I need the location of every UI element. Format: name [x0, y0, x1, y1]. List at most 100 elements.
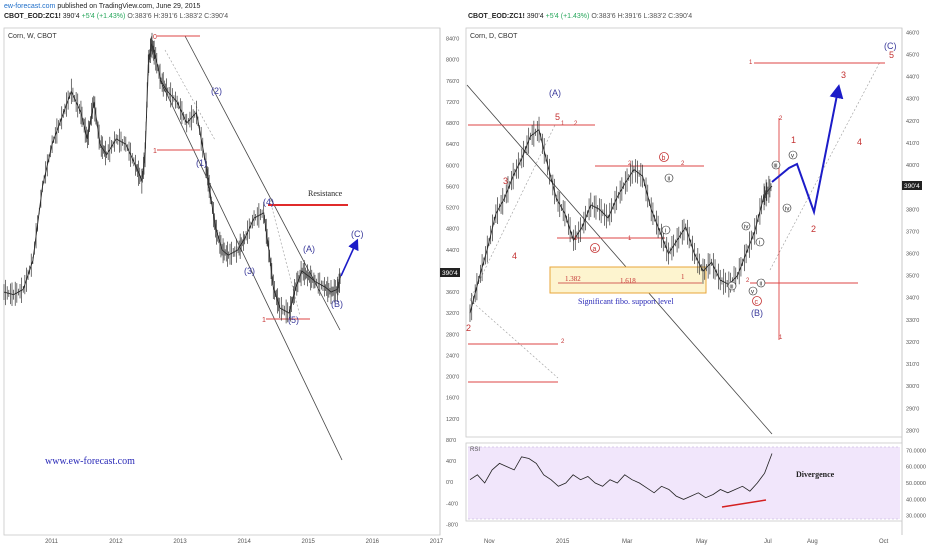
- wave-5-label: (5): [288, 315, 299, 325]
- forecast-1-label: 1: [791, 135, 796, 145]
- weekly-y-tick: 520'0: [446, 206, 459, 212]
- daily-y-tick: 380'0: [906, 207, 919, 213]
- publish-line: ew-forecast.com published on TradingView…: [4, 2, 200, 11]
- daily-y-tick: 370'0: [906, 229, 919, 235]
- quote-line-right: CBOT_EOD:ZC1! 390'4 +5'4 (+1.43%) O:383'…: [468, 12, 692, 21]
- wave-A-label: (A): [303, 244, 315, 254]
- wave-1-label: (1): [196, 158, 207, 168]
- wave-B-label: (B): [331, 299, 343, 309]
- daily-x-tick: Jul: [764, 539, 772, 545]
- last-price-daily: 390'4: [526, 13, 544, 20]
- channel-lower-line: [159, 79, 343, 461]
- minor-ii-label: ii: [668, 177, 671, 183]
- fibo-1-label: 1: [681, 273, 685, 281]
- brand-link[interactable]: ew-forecast.com: [4, 3, 56, 10]
- daily-forecast-path: [771, 84, 844, 216]
- daily-fib-b-0: 2: [628, 161, 632, 167]
- daily-wave-5-label: 5: [555, 112, 560, 122]
- weekly-price-bars: [3, 32, 341, 324]
- wave-a-circle: [590, 243, 600, 253]
- weekly-y-tick: 600'0: [446, 163, 459, 169]
- daily-fib-label-1: 1: [561, 121, 565, 127]
- rsi-y-tick: 60.0000: [906, 465, 926, 471]
- forecast-2-label: 2: [811, 224, 816, 234]
- weekly-x-tick: 2015: [302, 539, 316, 545]
- fibo-support-note: Significant fibo. support level: [578, 297, 674, 306]
- weekly-y-tick: 0'0: [446, 480, 453, 486]
- minor-v-label-2: v: [791, 154, 794, 160]
- weekly-chart-panel: 840'0 800'0 760'0 720'0 680'0 640'0 600'0 560'0…: [3, 27, 460, 545]
- daily-fib-a-1: 1: [574, 236, 578, 242]
- daily-wave-A-label: (A): [549, 88, 561, 98]
- change-label: +5'4 (+1.43%): [81, 13, 126, 20]
- forecast-5-label: 5: [889, 50, 894, 60]
- rsi-y-tick: 50.0000: [906, 481, 926, 487]
- minor-ii-label-2: ii: [760, 282, 763, 288]
- rsi-y-tick: 40.0000: [906, 497, 926, 503]
- weekly-y-tick: 200'0: [446, 375, 459, 381]
- weekly-label-0: 0: [153, 34, 157, 41]
- low-label: L:383'2: [179, 13, 203, 20]
- daily-x-tick: Aug: [807, 539, 818, 545]
- watermark-url: www.ew-forecast.com: [45, 456, 135, 467]
- daily-y-tick: 290'0: [906, 406, 919, 412]
- daily-y-tick: 430'0: [906, 97, 919, 103]
- weekly-dotted-guide-1: [164, 49, 216, 141]
- daily-y-tick: 310'0: [906, 362, 919, 368]
- wave-3-label: (3): [244, 266, 255, 276]
- daily-y-tick: 300'0: [906, 384, 919, 390]
- weekly-x-tick: 2011: [45, 539, 59, 545]
- daily-c-fib-0: 2: [746, 278, 750, 284]
- wave-a-label: a: [593, 246, 597, 253]
- wave-2-label: (2): [211, 86, 222, 96]
- weekly-y-tick: 480'0: [446, 227, 459, 233]
- daily-trendline: [466, 84, 773, 435]
- symbol-label: CBOT_EOD:ZC1!: [4, 13, 61, 20]
- weekly-chart-title: Corn, W, CBOT: [8, 33, 57, 40]
- last-price: 390'4: [62, 13, 80, 20]
- quote-line-left: CBOT_EOD:ZC1! 390'4 +5'4 (+1.43%) O:383'…: [4, 12, 228, 21]
- daily-top-fib-1: 1: [749, 60, 753, 66]
- open-label: O:383'6: [127, 13, 152, 20]
- minor-i-label: i: [665, 229, 666, 235]
- rsi-y-ticks: 70.0000 60.0000 50.0000 40.0000 30.0000: [906, 448, 926, 519]
- daily-y-tick: 340'0: [906, 296, 919, 302]
- low-label-daily: L:383'2: [643, 13, 667, 20]
- daily-y-tick: 450'0: [906, 53, 919, 59]
- daily-y-tick: 420'0: [906, 119, 919, 125]
- weekly-x-tick: 2013: [173, 539, 187, 545]
- weekly-y-tick: 640'0: [446, 142, 459, 148]
- fibo-1382-label: 1.382: [565, 275, 581, 283]
- rsi-divergence-line: [721, 499, 767, 508]
- daily-x-ticks: Nov 2015 Mar May Jul Aug Oct: [484, 539, 889, 545]
- minor-iii-label: iii: [730, 285, 734, 291]
- daily-fib-label-0: 2: [574, 121, 578, 127]
- minor-i-label-2: i: [759, 241, 760, 247]
- daily-fib-b-0b: 2: [681, 161, 685, 167]
- change-label-daily: +5'4 (+1.43%): [545, 13, 590, 20]
- rsi-band: [468, 447, 900, 519]
- rsi-y-tick: 70.0000: [906, 448, 926, 454]
- daily-y-tick: 350'0: [906, 274, 919, 280]
- daily-fib-a-1b: 1: [628, 236, 632, 242]
- weekly-y-tick: 560'0: [446, 184, 459, 190]
- weekly-y-tick: 680'0: [446, 121, 459, 127]
- daily-wave-C-label: (C): [884, 41, 897, 51]
- weekly-x-tick: 2014: [237, 539, 251, 545]
- daily-y-ticks: 460'0450'0440'0430'0420'0410'0400'0390'0…: [906, 30, 919, 434]
- daily-x-tick: Oct: [879, 539, 889, 545]
- daily-wave-B-label: (B): [751, 308, 763, 318]
- wave-4-label: (4): [263, 197, 274, 207]
- daily-wave-2-label: 2: [466, 323, 471, 333]
- daily-dotted-guide-3: [769, 61, 881, 271]
- rsi-title: RSI: [470, 447, 480, 453]
- weekly-y-tick: 840'0: [446, 37, 459, 43]
- resistance-label: Resistance: [308, 189, 343, 198]
- wave-C-label: (C): [351, 229, 364, 239]
- weekly-y-tick: 720'0: [446, 100, 459, 106]
- weekly-plot-frame: [3, 27, 441, 536]
- daily-dotted-guide-1: [469, 299, 559, 379]
- weekly-last-price-tag: [440, 268, 460, 277]
- divergence-label: Divergence: [796, 470, 835, 479]
- weekly-label-1-low: 1: [262, 317, 266, 324]
